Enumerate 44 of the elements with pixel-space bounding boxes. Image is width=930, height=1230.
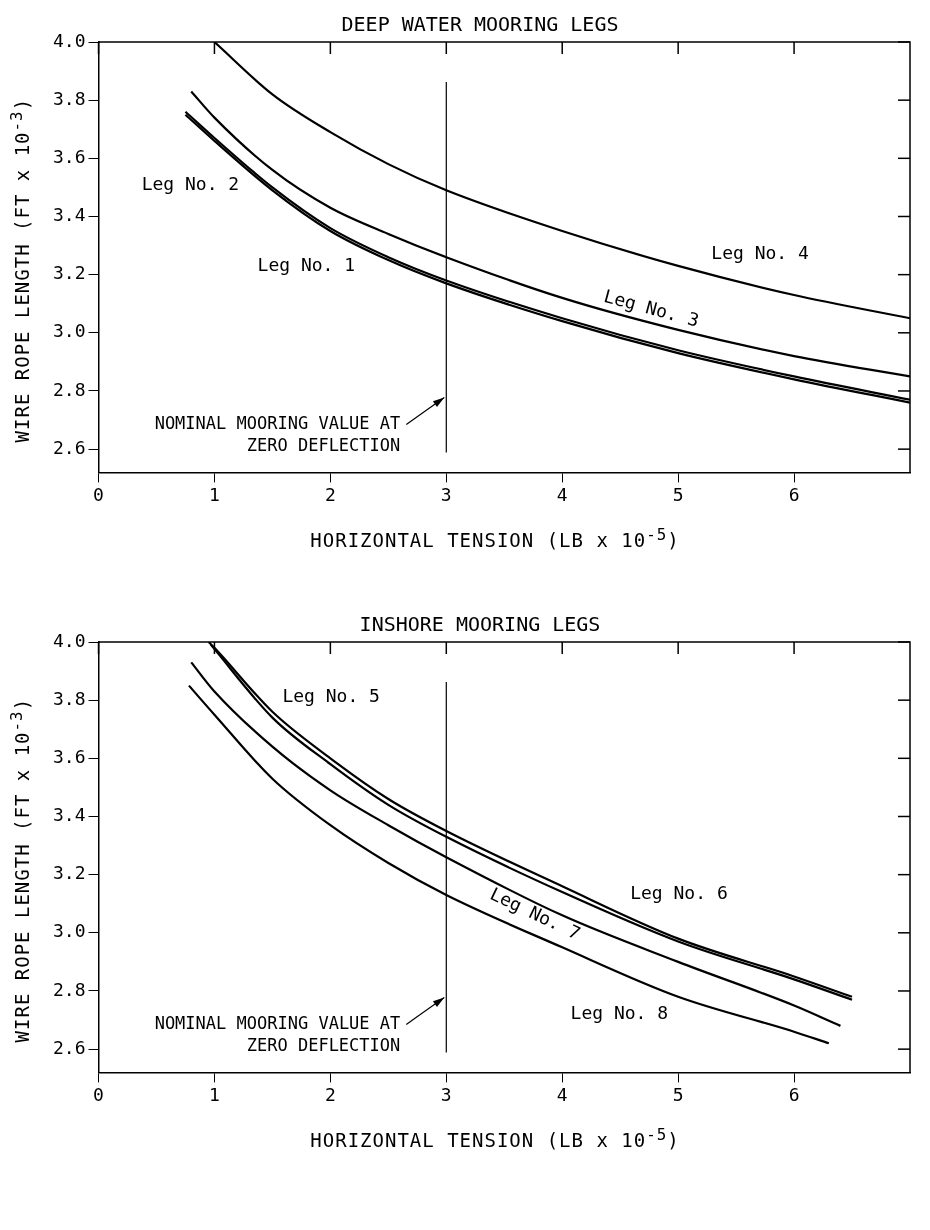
series-label: Leg No. 5 [282,685,380,707]
y-tick-label: 4.0 [53,29,86,51]
y-tick-label: 3.6 [53,146,86,167]
x-tick-label: 1 [209,483,220,505]
y-tick-label: 3.0 [53,920,86,942]
ref-line-label: NOMINAL MOORING VALUE AT ZERO DEFLECTION [154,412,401,455]
y-tick-label: 3.8 [53,687,86,709]
y-tick-label: 3.6 [53,746,86,767]
x-tick-label: 3 [440,1083,452,1105]
series-label: Leg No. 1 [257,254,356,276]
series-label: Leg No. 8 [570,1002,669,1024]
text: Leg No. 3 [601,285,702,331]
x-tick-label: 2 [324,1083,336,1105]
y-tick-label: 4.0 [53,629,86,651]
x-tick-label: 1 [209,1083,220,1105]
y-tick-label: 2.8 [53,378,86,400]
x-tick-label: 0 [93,1083,104,1105]
x-tick-label: 5 [672,1083,684,1105]
x-tick-label: 5 [672,483,684,505]
x-axis-title: HORIZONTAL TENSION (LB x 10$^{-5}$) [309,1125,681,1152]
x-tick-label: 2 [324,483,336,505]
x-tick-label: 4 [556,1083,568,1105]
series-label: Leg No. 6 [630,882,728,904]
x-tick-label: 6 [788,1083,800,1105]
x-axis-title: HORIZONTAL TENSION (LB x 10$^{-5}$) [309,525,681,552]
series-label: Leg No. 4 [711,242,809,264]
x-tick-label: 0 [93,483,104,505]
y-tick-label: 3.4 [53,804,86,826]
series-label: Leg No. 2 [141,173,240,195]
x-tick-label: 6 [788,483,800,505]
y-tick-label: 3.8 [53,87,86,109]
y-tick-label: 3.0 [53,320,86,342]
chart-title: DEEP WATER MOORING LEGS [341,12,619,37]
y-tick-label: 3.2 [53,862,86,884]
ref-line-label: NOMINAL MOORING VALUE AT ZERO DEFLECTION [154,1012,401,1055]
y-tick-label: 3.4 [53,204,86,226]
y-tick-label: 3.2 [53,262,86,284]
chart-title: INSHORE MOORING LEGS [359,612,601,637]
y-tick-label: 2.6 [53,1036,86,1058]
x-tick-label: 3 [440,483,452,505]
x-tick-label: 4 [556,483,568,505]
y-tick-label: 2.6 [53,436,86,458]
text: Leg No. 7 [486,882,584,944]
y-tick-label: 2.8 [53,978,86,1000]
